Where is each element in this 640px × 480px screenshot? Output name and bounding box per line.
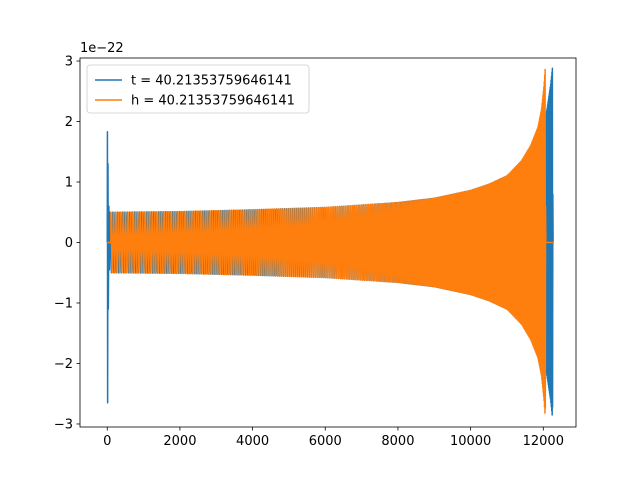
series-layer: [106, 67, 554, 416]
x-tick-label: 6000: [309, 434, 342, 449]
y-tick-label: −2: [54, 357, 73, 372]
y-tick-label: 1: [65, 176, 73, 191]
x-tick-label: 0: [103, 434, 111, 449]
legend-label: t = 40.21353759646141: [131, 74, 292, 89]
ticks-layer: 0 2000 4000 6000 8000 10000 12000 −3 −2 −1 0 1 2 3: [54, 55, 564, 449]
y-tick-label: −1: [54, 296, 73, 311]
y-tick-label: 3: [65, 55, 73, 70]
legend-label: h = 40.21353759646141: [131, 94, 295, 109]
legend: t = 40.21353759646141 h = 40.213537596461…: [86, 64, 310, 114]
y-tick-label: 2: [65, 115, 73, 130]
x-tick-label: 4000: [236, 434, 269, 449]
y-tick-label: −3: [54, 417, 73, 432]
x-tick-label: 8000: [381, 434, 414, 449]
x-tick-label: 2000: [163, 434, 196, 449]
legend-box: [86, 64, 310, 114]
y-scale-label: 1e−22: [80, 41, 124, 56]
x-tick-label: 12000: [523, 434, 564, 449]
x-tick-label: 10000: [450, 434, 491, 449]
y-tick-label: 0: [65, 236, 73, 251]
series-line-h: [107, 68, 554, 414]
